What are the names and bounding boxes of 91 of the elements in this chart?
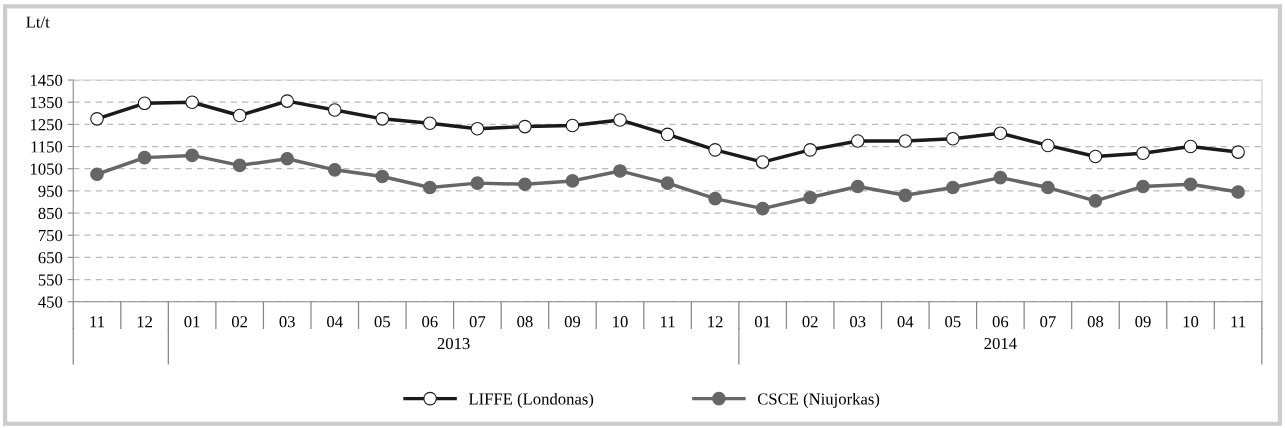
point [137, 96, 152, 111]
y-tick-label: 950 [38, 185, 63, 197]
point [660, 127, 675, 142]
legend-label: CSCE (Niujorkas) [757, 392, 880, 408]
point [1183, 177, 1198, 192]
point [755, 201, 770, 216]
point [1088, 149, 1103, 164]
text: 2013 [437, 337, 470, 350]
x-tick-label: 12 [137, 316, 152, 328]
x-tick-label: 03 [850, 316, 866, 328]
point [232, 158, 247, 173]
point [90, 167, 104, 182]
point [708, 143, 722, 157]
point [803, 190, 817, 205]
x-tick-label: 11 [90, 316, 105, 328]
point [1088, 194, 1103, 208]
point [565, 174, 580, 188]
point [1136, 146, 1150, 161]
point [327, 103, 342, 117]
x-tick-label: 02 [231, 316, 248, 328]
x-tick-label: 01 [184, 316, 200, 328]
x-tick-label: 06 [992, 316, 1009, 328]
point [755, 155, 770, 169]
point [470, 176, 485, 190]
point [660, 176, 675, 190]
point [850, 179, 865, 194]
x-tick-label: 07 [1040, 316, 1056, 328]
text: 2014 [984, 337, 1017, 350]
y-tick-label: 1150 [31, 141, 63, 153]
x-tick-label: 05 [945, 316, 961, 328]
point [898, 134, 913, 148]
x-tick-label: 06 [422, 316, 438, 328]
x-tick-label: 04 [897, 316, 914, 328]
point [946, 180, 960, 195]
y-tick-label: 850 [38, 207, 63, 220]
legend-label: LIFFE (Londonas) [468, 392, 594, 408]
point [613, 164, 627, 178]
x-tick-label: 08 [1087, 316, 1104, 328]
point [137, 150, 152, 165]
point [1136, 179, 1150, 194]
point [375, 112, 390, 126]
x-tick-label: 01 [754, 316, 770, 328]
y-tick-label: 450 [38, 296, 63, 308]
x-tick-label: 11 [1231, 316, 1246, 328]
y-tick-label: 650 [38, 252, 63, 264]
x-tick-label: 11 [661, 316, 675, 328]
x-tick-label: 09 [1135, 316, 1151, 328]
point [613, 113, 627, 127]
y-tick-label: 1250 [30, 119, 63, 131]
x-tick-label: 12 [708, 316, 723, 328]
point [708, 191, 722, 206]
point [90, 112, 104, 126]
x-tick-label: 03 [279, 316, 295, 328]
point [565, 118, 580, 133]
y-axis-title: Lt/t [26, 16, 50, 28]
x-tick-label: 04 [327, 316, 343, 328]
point [850, 134, 865, 148]
point [185, 95, 199, 110]
point [803, 143, 817, 157]
point [518, 177, 532, 192]
point [327, 163, 342, 177]
x-tick-label: 02 [802, 316, 818, 328]
y-tick-label: 1350 [30, 96, 63, 109]
point [1231, 185, 1245, 199]
point [946, 131, 960, 146]
x-tick-label: 10 [1183, 316, 1199, 328]
point [898, 188, 913, 203]
y-tick-label: 1050 [30, 163, 63, 175]
y-tick-label: 1450 [30, 74, 63, 86]
point [375, 169, 390, 184]
point [1183, 139, 1198, 154]
point [518, 119, 532, 134]
x-tick-label: 08 [517, 316, 533, 328]
point [280, 94, 295, 108]
point [423, 116, 437, 131]
point [993, 170, 1008, 185]
x-tick-label: 10 [613, 316, 628, 328]
point [1041, 180, 1055, 195]
point [1041, 138, 1055, 153]
point [185, 148, 199, 163]
y-tick-label: 550 [38, 274, 63, 286]
point [423, 180, 437, 195]
x-tick-label: 05 [374, 316, 390, 328]
y-tick-label: 750 [38, 229, 63, 242]
point [1231, 145, 1245, 159]
point [280, 151, 295, 166]
point [232, 108, 247, 123]
x-tick-label: 07 [469, 316, 486, 328]
point [470, 122, 485, 136]
point [993, 126, 1008, 141]
x-tick-label: 09 [564, 316, 581, 328]
